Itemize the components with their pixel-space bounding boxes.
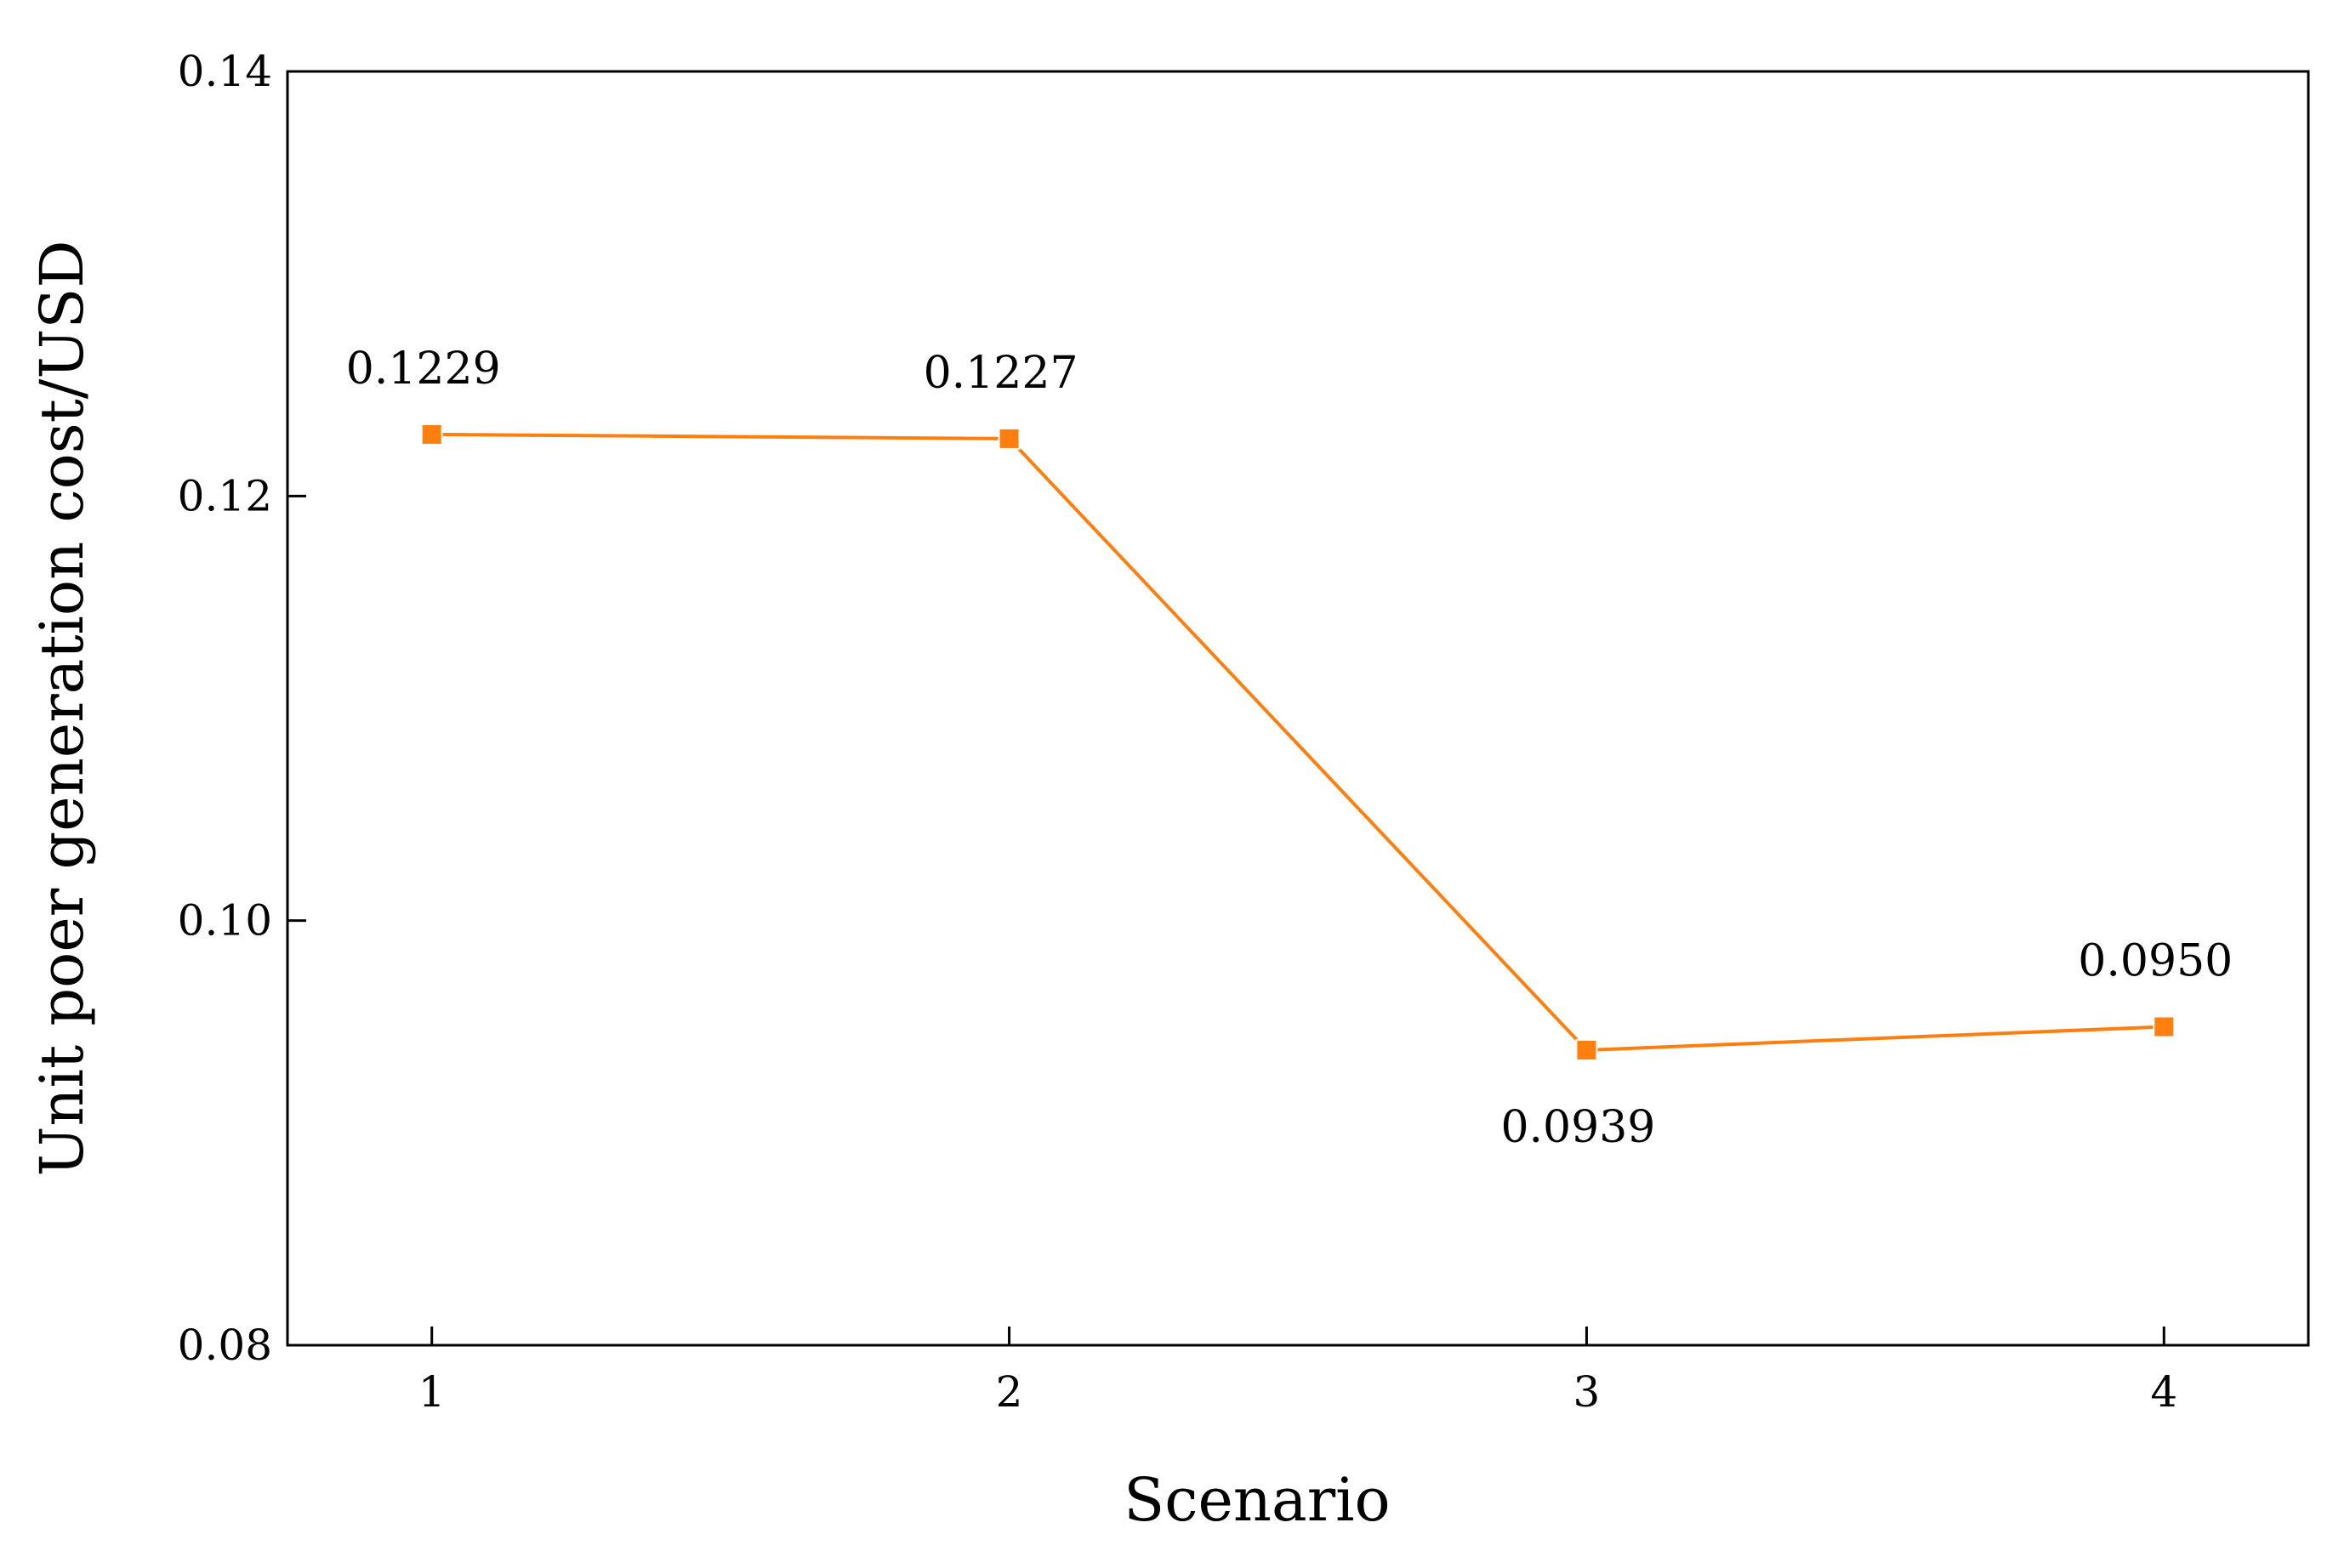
- x-tick-label: 2: [996, 1367, 1023, 1417]
- data-label: 0.0939: [1500, 1102, 1655, 1153]
- data-point: [998, 427, 1021, 450]
- data-label: 0.1229: [346, 344, 501, 395]
- series-layer: [420, 423, 2176, 1061]
- y-tick-label: 0.10: [178, 896, 272, 946]
- plot-frame: [286, 70, 2310, 1347]
- x-axis-title: Scenario: [1124, 1465, 1390, 1535]
- y-axis-title: Unit poer generation cost/USD: [27, 241, 97, 1177]
- y-axis: 0.08 0.10 0.12 0.14: [178, 47, 306, 1370]
- data-label: 0.0950: [2078, 936, 2233, 987]
- x-tick-label: 3: [1573, 1367, 1601, 1417]
- data-labels: 0.1229 0.1227 0.0939 0.0950: [346, 344, 2233, 1153]
- data-label: 0.1227: [924, 348, 1078, 399]
- y-tick-label: 0.14: [178, 47, 272, 96]
- y-tick-label: 0.12: [178, 471, 272, 520]
- x-axis: 1 2 3 4: [418, 1327, 2177, 1417]
- data-point: [1575, 1038, 1598, 1061]
- x-tick-label: 4: [2150, 1367, 2177, 1417]
- series-line: [431, 432, 2165, 1052]
- x-tick-label: 1: [418, 1367, 446, 1417]
- data-point: [420, 423, 443, 446]
- data-point: [2153, 1015, 2176, 1038]
- y-tick-label: 0.08: [178, 1321, 272, 1370]
